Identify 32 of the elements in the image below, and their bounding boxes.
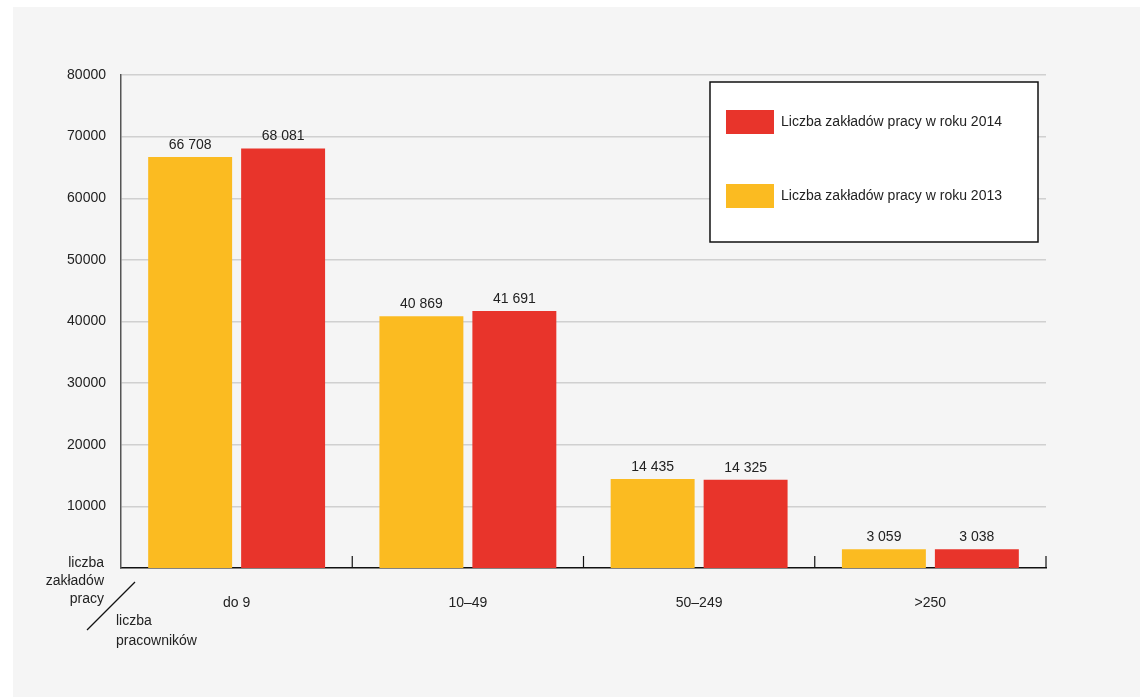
bar <box>379 316 464 568</box>
bar <box>148 156 233 568</box>
bar <box>841 549 926 568</box>
x-tick-label: 10–49 <box>448 594 488 611</box>
bar <box>703 479 788 568</box>
y-tick-label: 40000 <box>67 312 107 329</box>
bar <box>241 148 326 568</box>
bar <box>472 311 557 568</box>
y-tick-label: 80000 <box>67 65 107 82</box>
bar <box>610 479 695 568</box>
data-label: 68 081 <box>261 127 305 144</box>
x-axis-title: liczba pracowników <box>116 611 198 650</box>
x-tick-label: 50–249 <box>675 594 723 611</box>
data-label: 40 869 <box>399 295 444 311</box>
y-tick-label: 60000 <box>67 189 107 206</box>
y-axis-title: liczba zakładów pracy <box>44 553 104 607</box>
y-tick-label: 70000 <box>67 127 107 144</box>
data-label: 14 435 <box>631 457 675 474</box>
data-label: 3 038 <box>959 528 995 545</box>
data-label: 14 325 <box>724 458 768 475</box>
legend-label: Liczba zakładów pracy w roku 2014 <box>780 112 1003 129</box>
x-tick-label: >250 <box>914 594 947 611</box>
x-tick-label: do 9 <box>223 594 251 611</box>
data-label: 66 708 <box>168 135 212 152</box>
data-label: 41 691 <box>492 289 536 306</box>
y-tick-label: 20000 <box>67 435 107 452</box>
y-tick-label: 10000 <box>67 497 107 514</box>
bar <box>934 549 1019 568</box>
legend-label: Liczba zakładów pracy w roku 2013 <box>780 186 1003 203</box>
data-label: 3 059 <box>866 528 902 545</box>
y-tick-label: 30000 <box>67 373 107 390</box>
y-tick-label: 50000 <box>67 250 107 267</box>
